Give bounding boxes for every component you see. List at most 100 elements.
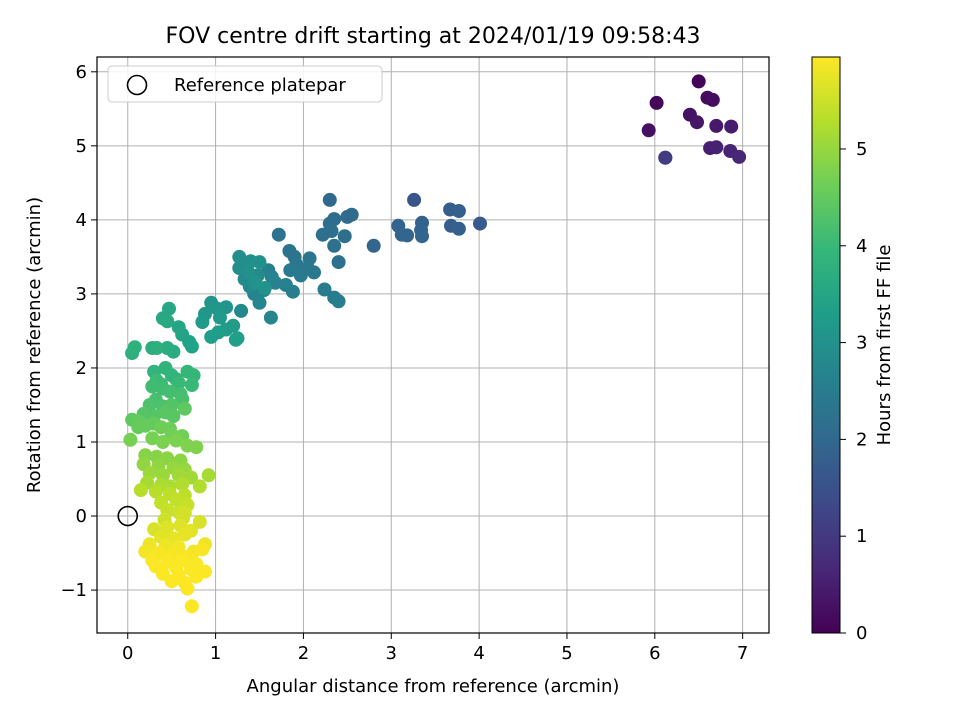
y-tick-label: 1 bbox=[76, 432, 87, 453]
y-tick-label: 5 bbox=[76, 136, 87, 157]
data-point bbox=[322, 192, 337, 207]
data-point bbox=[340, 209, 355, 224]
data-point bbox=[133, 483, 148, 498]
colorbar bbox=[811, 56, 841, 634]
data-point bbox=[160, 341, 175, 355]
y-tick-label: −1 bbox=[60, 580, 87, 601]
data-point bbox=[175, 477, 190, 492]
x-tick-label: 4 bbox=[473, 643, 484, 664]
data-point bbox=[263, 310, 278, 325]
data-point bbox=[180, 581, 195, 596]
data-point bbox=[337, 229, 352, 244]
data-point bbox=[162, 384, 177, 399]
data-point bbox=[171, 320, 186, 335]
x-tick-label: 0 bbox=[122, 643, 133, 664]
data-point bbox=[283, 263, 298, 278]
data-point bbox=[278, 278, 293, 292]
data-point bbox=[641, 123, 656, 138]
x-tick-label: 3 bbox=[386, 643, 397, 664]
x-tick-label: 7 bbox=[737, 643, 748, 664]
legend-box bbox=[107, 65, 383, 103]
data-point bbox=[228, 332, 243, 347]
x-axis-ticks: 0 1 2 3 4 5 6 7 bbox=[122, 633, 748, 664]
data-point bbox=[169, 433, 184, 448]
data-point bbox=[658, 150, 673, 165]
data-point bbox=[201, 468, 216, 483]
data-point bbox=[307, 265, 321, 280]
data-point bbox=[705, 92, 720, 107]
data-point bbox=[138, 418, 153, 433]
y-tick-label: 0 bbox=[76, 506, 87, 527]
data-point bbox=[400, 228, 415, 243]
y-tick-label: 4 bbox=[76, 210, 87, 231]
data-point bbox=[241, 264, 256, 279]
data-point bbox=[415, 229, 429, 244]
data-point bbox=[234, 303, 249, 318]
data-point bbox=[127, 340, 142, 355]
data-point bbox=[724, 119, 739, 134]
data-point bbox=[213, 310, 227, 325]
data-point bbox=[293, 268, 308, 283]
colorbar-ticks: 0 1 2 3 4 5 bbox=[840, 139, 867, 644]
data-point bbox=[649, 95, 664, 110]
x-tick-label: 5 bbox=[561, 643, 572, 664]
data-point bbox=[195, 542, 210, 557]
grid-lines bbox=[97, 57, 769, 633]
x-tick-label: 2 bbox=[298, 643, 309, 664]
data-point bbox=[145, 379, 160, 394]
chart-title: FOV centre drift starting at 2024/01/19 … bbox=[166, 24, 701, 49]
data-point bbox=[268, 275, 283, 290]
data-point bbox=[709, 118, 724, 133]
reference-platepar-marker bbox=[117, 505, 139, 527]
x-tick-label: 6 bbox=[649, 643, 660, 664]
data-point bbox=[331, 294, 346, 309]
data-point bbox=[690, 115, 704, 130]
data-point bbox=[473, 216, 487, 231]
data-point bbox=[145, 431, 160, 446]
data-point bbox=[177, 527, 192, 542]
colorbar-tick-label: 4 bbox=[856, 236, 867, 257]
data-point bbox=[177, 401, 192, 416]
data-point bbox=[366, 238, 381, 253]
x-tick-label: 1 bbox=[210, 643, 221, 664]
data-point bbox=[123, 432, 138, 447]
data-point bbox=[271, 227, 286, 242]
y-axis-ticks: −1 0 1 2 3 4 5 6 bbox=[60, 62, 97, 601]
data-point bbox=[192, 479, 207, 494]
plot-frame bbox=[96, 56, 770, 634]
data-point bbox=[317, 282, 332, 297]
data-points bbox=[123, 74, 747, 614]
x-axis-label: Angular distance from reference (arcmin) bbox=[247, 676, 620, 697]
data-point bbox=[327, 238, 342, 253]
y-tick-label: 2 bbox=[76, 358, 87, 379]
data-point bbox=[155, 435, 170, 449]
data-point bbox=[451, 204, 466, 218]
y-axis-label: Rotation from reference (arcmin) bbox=[24, 197, 45, 493]
data-point bbox=[192, 514, 207, 529]
data-point bbox=[709, 140, 724, 155]
data-point bbox=[169, 492, 184, 507]
data-point bbox=[184, 378, 199, 392]
data-point bbox=[149, 341, 164, 355]
data-point bbox=[171, 375, 186, 390]
data-point bbox=[204, 329, 219, 344]
colorbar-tick-label: 5 bbox=[856, 139, 867, 160]
data-point bbox=[189, 440, 204, 455]
y-tick-label: 3 bbox=[76, 284, 87, 305]
data-point bbox=[331, 255, 346, 270]
colorbar-label: Hours from first FF file bbox=[874, 245, 895, 446]
reference-layer bbox=[117, 505, 139, 527]
data-point bbox=[324, 224, 339, 238]
legend-label: Reference platepar bbox=[174, 75, 346, 96]
data-point bbox=[166, 409, 181, 424]
data-point bbox=[164, 574, 179, 589]
data-point bbox=[407, 192, 422, 207]
data-point bbox=[189, 569, 204, 584]
legend: Reference platepar bbox=[107, 65, 383, 103]
data-point bbox=[148, 484, 163, 499]
colorbar-tick-label: 3 bbox=[856, 333, 867, 354]
legend-reference-marker bbox=[126, 74, 148, 96]
data-point bbox=[232, 249, 247, 264]
